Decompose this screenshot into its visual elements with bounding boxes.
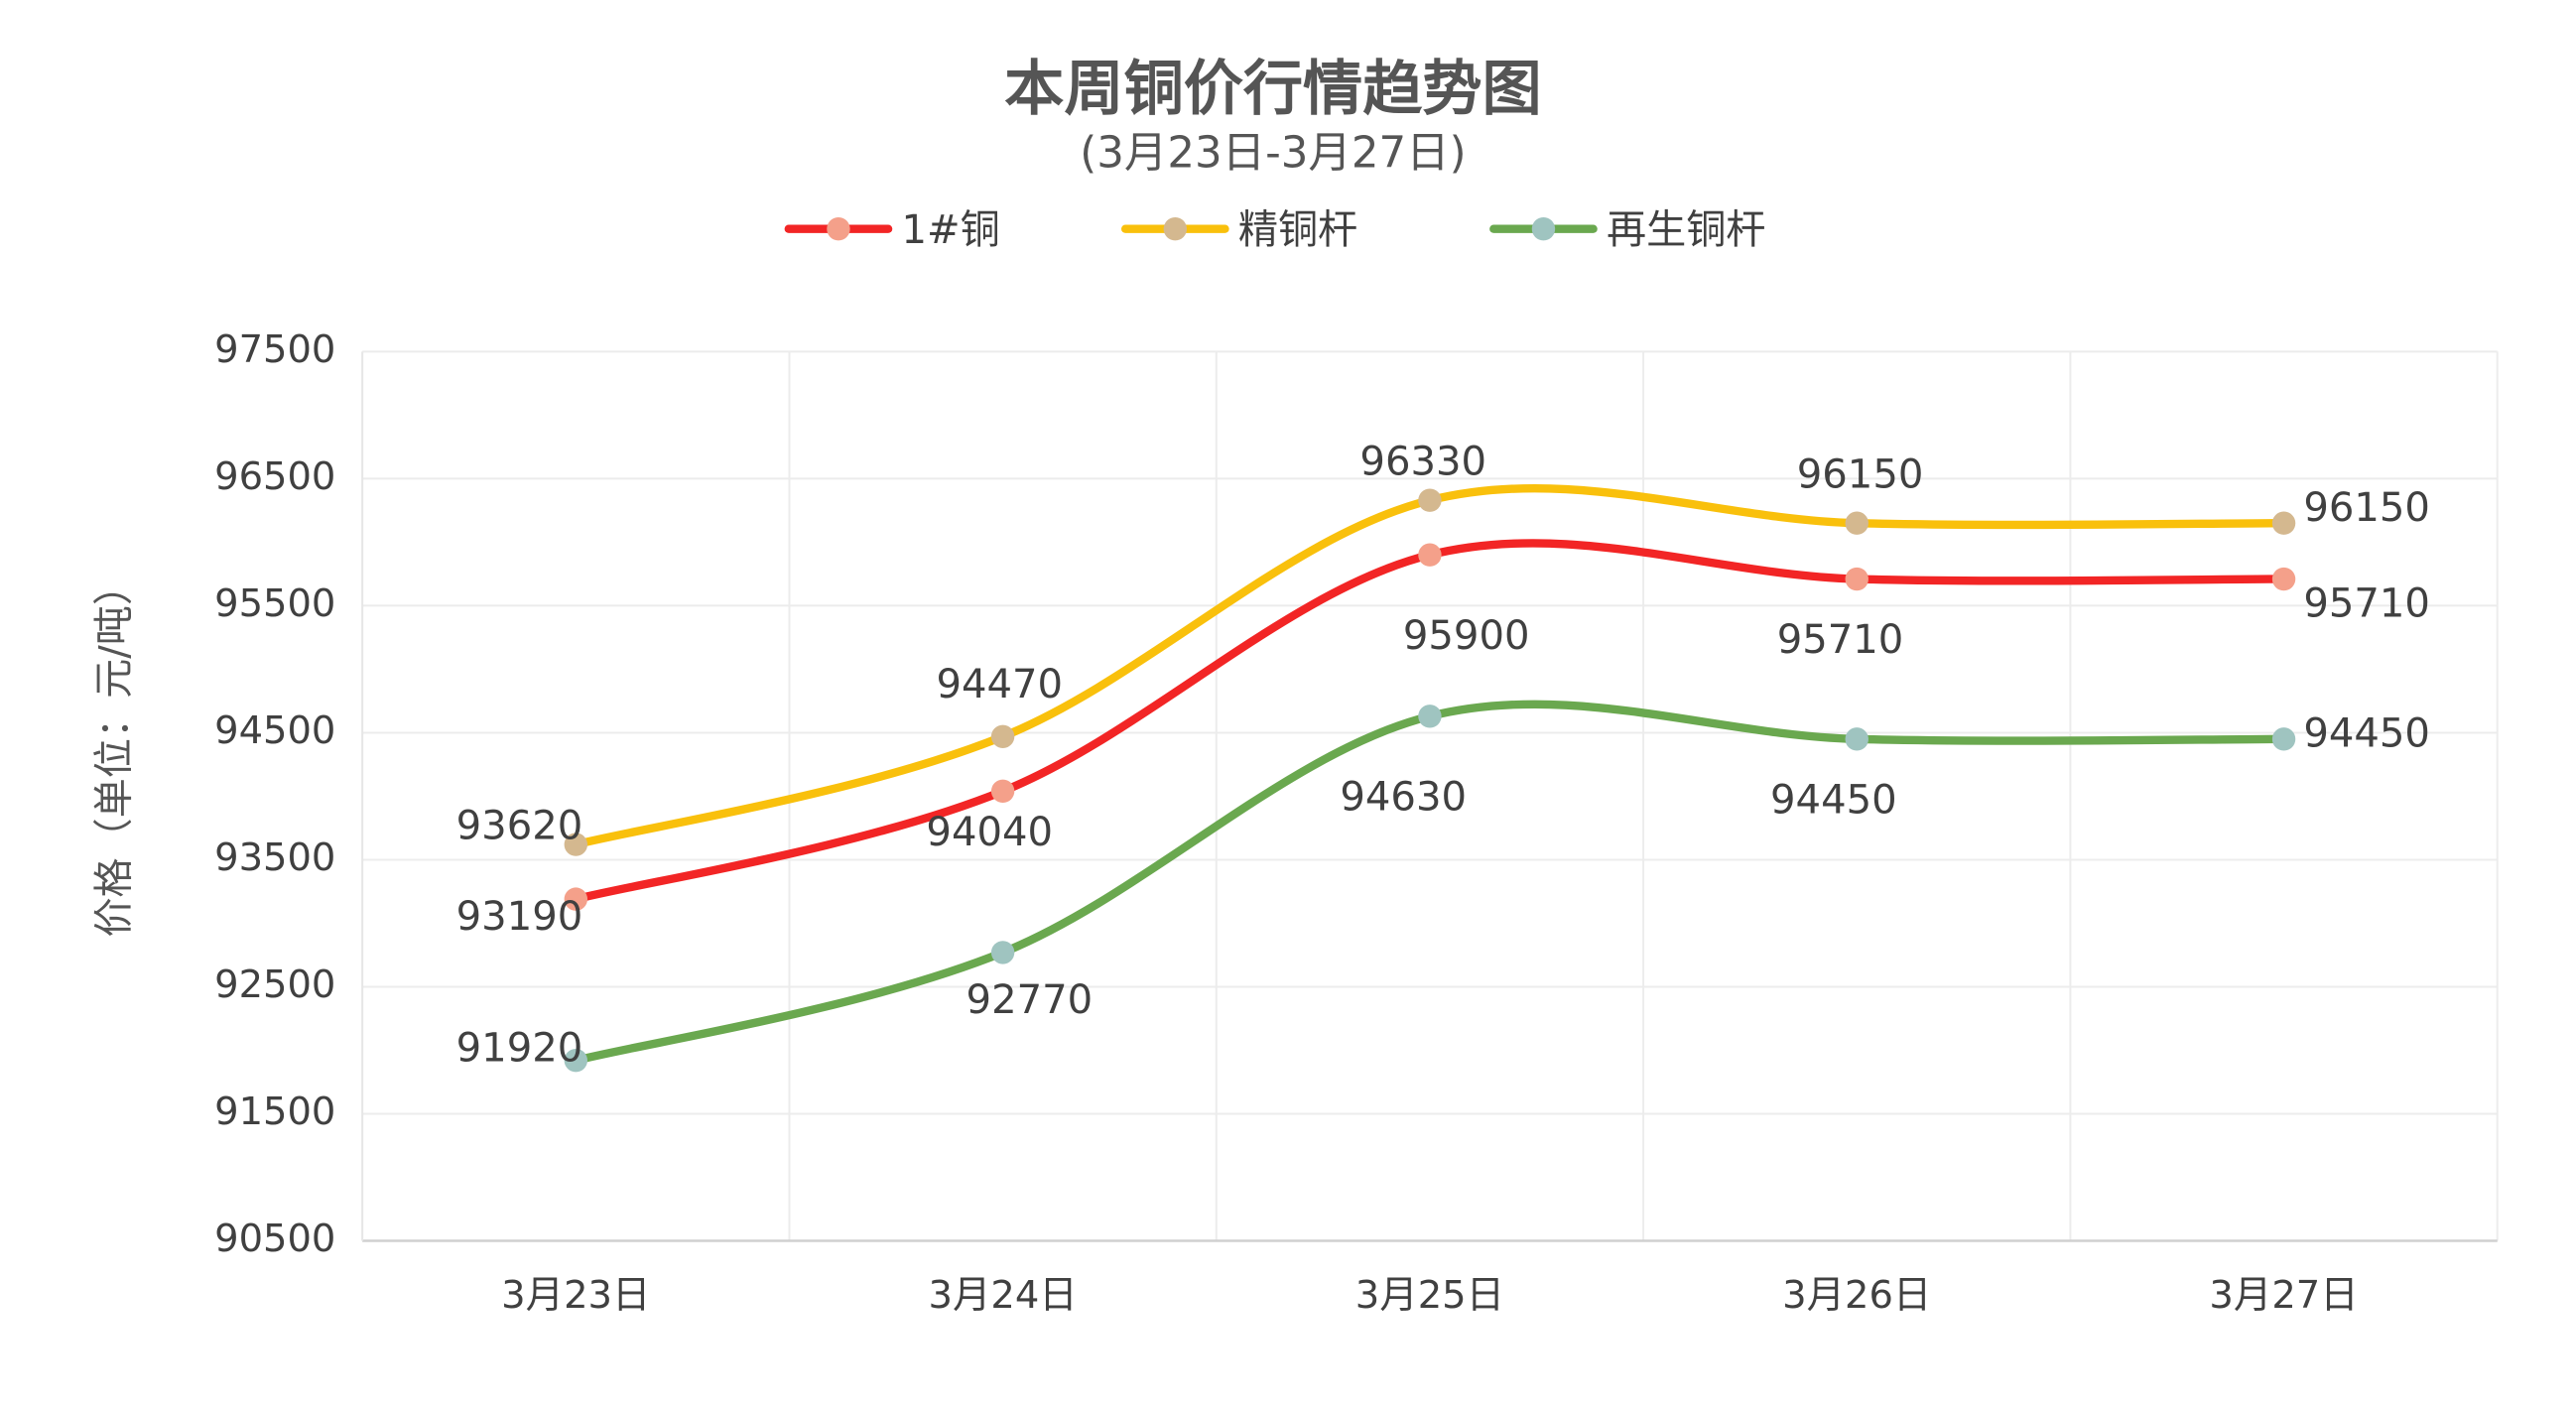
y-tick-label: 91500 xyxy=(214,1090,335,1134)
y-tick-label: 94500 xyxy=(214,708,335,753)
y-axis-label: 价格（单位：元/吨） xyxy=(92,566,138,937)
x-tick-label: 3月24日 xyxy=(928,1273,1077,1318)
legend-label: 1#铜 xyxy=(901,207,999,253)
data-label: 96150 xyxy=(1797,451,1924,497)
y-tick-label: 90500 xyxy=(214,1217,335,1261)
chart-subtitle: (3月23日-3月27日) xyxy=(1080,129,1466,179)
data-label: 94040 xyxy=(926,810,1053,855)
data-point xyxy=(564,887,588,911)
data-label: 93190 xyxy=(456,894,583,940)
chart-title: 本周铜价行情趋势图 xyxy=(1004,55,1542,124)
series-line xyxy=(572,700,2288,1065)
data-point xyxy=(564,833,588,856)
data-label: 96330 xyxy=(1359,439,1486,484)
legend-label: 精铜杆 xyxy=(1238,207,1357,253)
data-label: 95710 xyxy=(1777,617,1904,663)
data-label: 93620 xyxy=(456,803,583,848)
data-point xyxy=(990,724,1015,748)
data-point xyxy=(1845,727,1868,751)
legend-marker xyxy=(827,217,850,241)
y-tick-label: 92500 xyxy=(214,962,335,1007)
y-tick-label: 95500 xyxy=(214,581,335,626)
data-point xyxy=(1418,488,1442,512)
x-tick-label: 3月26日 xyxy=(1782,1273,1931,1318)
y-tick-label: 97500 xyxy=(214,327,335,372)
data-point xyxy=(564,1049,588,1073)
x-tick-label: 3月25日 xyxy=(1355,1273,1504,1318)
data-point xyxy=(2271,727,2296,751)
legend-label: 再生铜杆 xyxy=(1607,207,1765,253)
data-label: 92770 xyxy=(966,977,1094,1023)
data-label: 96150 xyxy=(2303,485,2430,531)
data-point xyxy=(1845,567,1868,591)
y-tick-label: 96500 xyxy=(214,454,335,499)
data-label: 91920 xyxy=(456,1026,583,1072)
data-point xyxy=(1418,543,1442,567)
data-label: 94450 xyxy=(2303,710,2430,756)
data-label: 94450 xyxy=(1770,777,1897,823)
x-tick-label: 3月27日 xyxy=(2209,1273,2358,1318)
data-label: 94630 xyxy=(1340,774,1467,820)
data-point xyxy=(2271,511,2296,535)
data-point xyxy=(1418,705,1442,728)
data-point xyxy=(990,941,1015,964)
y-tick-label: 93500 xyxy=(214,835,335,880)
data-point xyxy=(1845,511,1868,535)
data-point xyxy=(2271,567,2296,591)
data-label: 95710 xyxy=(2303,580,2430,626)
x-tick-label: 3月23日 xyxy=(501,1273,650,1318)
data-label: 95900 xyxy=(1403,613,1530,659)
legend-marker xyxy=(1163,217,1188,241)
data-point xyxy=(990,779,1015,804)
legend-marker xyxy=(1531,217,1556,241)
data-label: 94470 xyxy=(936,662,1063,707)
